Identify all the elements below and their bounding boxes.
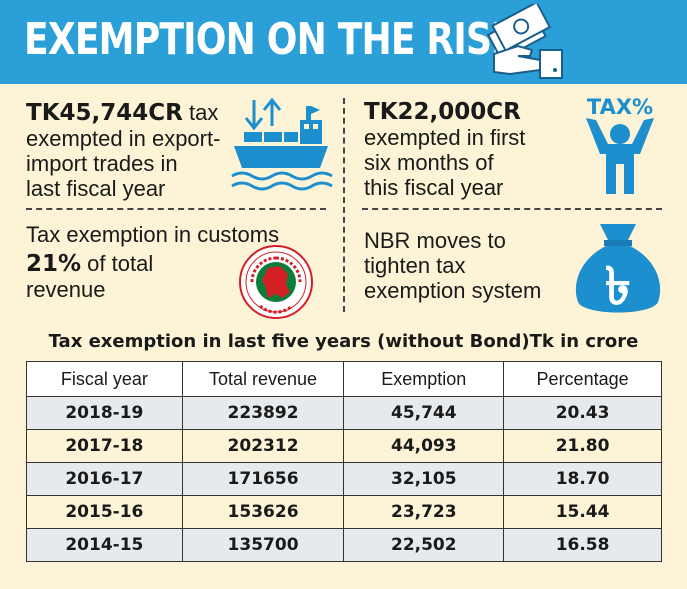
column-header-fiscal-year: Fiscal year (26, 361, 183, 397)
fact-export-import: TK45,744CR tax exempted in export- impor… (26, 100, 236, 201)
table-row: 2014-15 135700 22,502 16.58 (26, 528, 662, 562)
government-seal-icon (239, 245, 313, 319)
taka-sign: ৳ (605, 257, 631, 317)
cell-exemption: 32,105 (343, 462, 505, 496)
fact-customs-line1: Tax exemption in customs (26, 222, 280, 247)
cell-total-revenue: 223892 (181, 396, 345, 430)
fact-nbr-line3: exemption system (364, 278, 542, 303)
money-bag-icon: ৳ (575, 224, 661, 317)
table-title: Tax exemption in last five years (withou… (48, 331, 639, 352)
page-title: EXEMPTION ON THE RISE (24, 14, 516, 65)
fact-customs-line3: revenue (26, 277, 106, 302)
cell-percentage: 18.70 (503, 462, 662, 496)
table-row: 2015-16 153626 23,723 15.44 (26, 495, 662, 529)
cell-fiscal-year: 2018-19 (26, 396, 183, 430)
tax-exemption-table: Fiscal year Total revenue Exemption Perc… (26, 361, 662, 562)
cell-exemption: 44,093 (343, 429, 505, 463)
header-banner: EXEMPTION ON THE RISE (0, 0, 687, 84)
cell-percentage: 16.58 (503, 528, 662, 562)
cell-fiscal-year: 2015-16 (26, 495, 183, 529)
cell-exemption: 45,744 (343, 396, 505, 430)
fact-export-import-line1-rest: tax (182, 100, 219, 125)
column-header-total-revenue: Total revenue (181, 361, 345, 397)
cell-fiscal-year: 2017-18 (26, 429, 183, 463)
cell-fiscal-year: 2016-17 (26, 462, 183, 496)
column-header-percentage: Percentage (503, 361, 662, 397)
cell-percentage: 21.80 (503, 429, 662, 463)
fact-export-import-amount: TK45,744CR (26, 100, 183, 126)
table-header-row: Fiscal year Total revenue Exemption Perc… (26, 361, 662, 397)
fact-six-months: TK22,000CR exempted in first six months … (364, 99, 564, 201)
fact-export-import-line2: exempted in export- (26, 126, 221, 151)
fact-nbr: NBR moves to tighten tax exemption syste… (364, 228, 564, 303)
cell-total-revenue: 202312 (181, 429, 345, 463)
fact-six-months-line4: this fiscal year (364, 175, 504, 200)
table-row: 2017-18 202312 44,093 21.80 (26, 429, 662, 463)
vertical-divider (343, 98, 345, 312)
cell-percentage: 20.43 (503, 396, 662, 430)
fact-export-import-line3: import trades in (26, 151, 178, 176)
fact-six-months-line3: six months of (364, 150, 494, 175)
tax-burden-person-icon: TAX% (586, 95, 654, 194)
horizontal-divider-right (362, 208, 662, 210)
cell-percentage: 15.44 (503, 495, 662, 529)
tax-label: TAX% (587, 95, 653, 119)
fact-customs-percent: 21% (26, 251, 82, 277)
cell-exemption: 23,723 (343, 495, 505, 529)
table-row: 2016-17 171656 32,105 18.70 (26, 462, 662, 496)
fact-export-import-line4: last fiscal year (26, 176, 166, 201)
fact-nbr-line1: NBR moves to (364, 228, 506, 253)
fact-nbr-line2: tighten tax (364, 253, 466, 278)
cell-fiscal-year: 2014-15 (26, 528, 183, 562)
cell-total-revenue: 171656 (181, 462, 345, 496)
column-header-exemption: Exemption (343, 361, 505, 397)
horizontal-divider-left (26, 208, 326, 210)
cell-exemption: 22,502 (343, 528, 505, 562)
cell-total-revenue: 153626 (181, 495, 345, 529)
cell-total-revenue: 135700 (181, 528, 345, 562)
fact-customs: Tax exemption in customs 21% of total re… (26, 222, 296, 302)
cargo-ship-icon (231, 97, 333, 191)
table-row: 2018-19 223892 45,744 20.43 (26, 396, 662, 430)
fact-six-months-amount: TK22,000CR (364, 99, 521, 125)
fact-customs-line2-rest: of total (81, 251, 154, 276)
fact-six-months-line2: exempted in first (364, 125, 526, 150)
money-hand-icon (486, 4, 563, 79)
